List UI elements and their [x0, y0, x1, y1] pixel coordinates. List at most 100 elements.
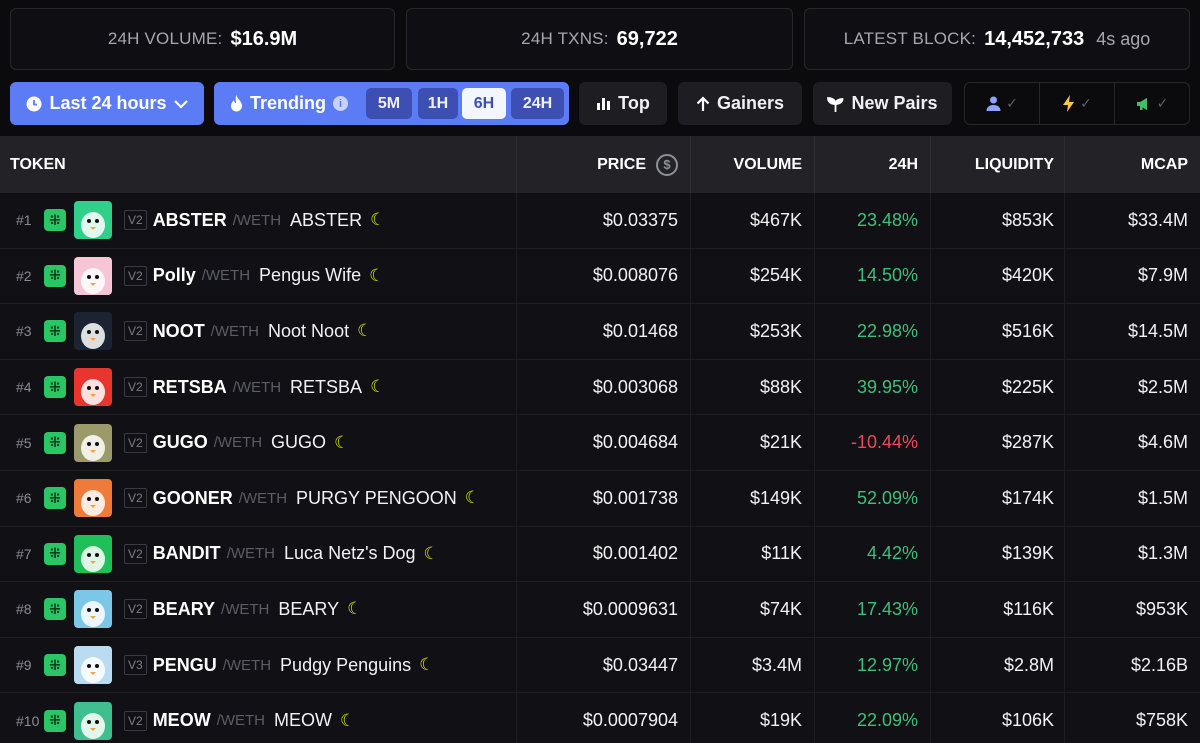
- token-cell: #6 ⁜ V2 GOONER /WETH PURGY PENGOON ☾: [0, 471, 516, 526]
- table-row[interactable]: #5 ⁜ V2 GUGO /WETH GUGO ☾ $0.004684 $21K…: [0, 415, 1200, 471]
- volume-cell: $149K: [690, 470, 814, 526]
- volume-cell: $467K: [690, 193, 814, 248]
- header-price[interactable]: PRICE $: [516, 136, 690, 193]
- stat-volume-value: $16.9M: [230, 27, 298, 50]
- liquidity-cell: $287K: [930, 415, 1064, 470]
- period-dropdown[interactable]: Last 24 hours: [10, 82, 204, 125]
- mcap-cell: $953K: [1064, 582, 1200, 637]
- new-pairs-label: New Pairs: [851, 93, 938, 113]
- chevron-down-icon: [173, 99, 188, 109]
- filter-ads[interactable]: ✓: [1115, 83, 1189, 124]
- header-volume[interactable]: VOLUME: [690, 136, 814, 193]
- change-cell: 52.09%: [814, 470, 930, 526]
- dollar-icon[interactable]: $: [656, 153, 678, 176]
- stat-24h-txns: 24H TXNS: 69,722: [406, 8, 793, 70]
- uniswap-icon: ⁜: [44, 709, 66, 732]
- dex-version-badge: V2: [124, 710, 147, 731]
- bar-chart-icon: [597, 98, 611, 110]
- token-avatar-icon: [74, 256, 112, 295]
- dex-version-badge: V2: [124, 377, 147, 398]
- header-24h[interactable]: 24H: [814, 136, 930, 193]
- quote-symbol: /WETH: [222, 656, 272, 674]
- filter-user[interactable]: ✓: [965, 83, 1040, 124]
- stats-bar: 24H VOLUME: $16.9M 24H TXNS: 69,722 LATE…: [10, 8, 1190, 70]
- quote-symbol: /WETH: [210, 322, 260, 340]
- table-row[interactable]: #3 ⁜ V2 NOOT /WETH Noot Noot ☾ $0.01468 …: [0, 304, 1200, 360]
- arrow-up-icon: [696, 95, 710, 111]
- token-avatar-icon: [74, 368, 112, 407]
- trending-button[interactable]: Trending i: [230, 93, 348, 114]
- token-name: Luca Netz's Dog: [284, 543, 416, 564]
- token-avatar-icon: [74, 201, 112, 240]
- dex-version-badge: V2: [124, 488, 147, 509]
- uniswap-icon: ⁜: [44, 376, 66, 399]
- table-row[interactable]: #9 ⁜ V3 PENGU /WETH Pudgy Penguins ☾ $0.…: [0, 637, 1200, 694]
- price-cell: $0.03375: [516, 193, 690, 248]
- price-cell: $0.004684: [516, 415, 690, 470]
- table-row[interactable]: #4 ⁜ V2 RETSBA /WETH RETSBA ☾ $0.003068 …: [0, 359, 1200, 416]
- sprout-icon: [827, 96, 844, 112]
- liquidity-cell: $139K: [930, 526, 1064, 582]
- quote-symbol: /WETH: [232, 211, 282, 229]
- volume-cell: $3.4M: [690, 637, 814, 693]
- token-symbol: GUGO: [152, 432, 208, 453]
- new-pairs-button[interactable]: New Pairs: [813, 82, 952, 125]
- uniswap-icon: ⁜: [44, 320, 66, 343]
- table-row[interactable]: #6 ⁜ V2 GOONER /WETH PURGY PENGOON ☾ $0.…: [0, 470, 1200, 527]
- table-body: #1 ⁜ V2 ABSTER /WETH ABSTER ☾ $0.03375 $…: [0, 193, 1200, 743]
- uniswap-icon: ⁜: [44, 542, 66, 565]
- token-avatar-icon: [74, 423, 112, 462]
- price-cell: $0.008076: [516, 248, 690, 304]
- quote-symbol: /WETH: [221, 600, 270, 618]
- token-cell: #7 ⁜ V2 BANDIT /WETH Luca Netz's Dog ☾: [0, 527, 516, 582]
- header-mcap[interactable]: MCAP: [1064, 136, 1200, 193]
- token-name: RETSBA: [290, 376, 363, 397]
- check-icon: ✓: [1080, 95, 1092, 111]
- moonshot-icon: ☾: [357, 321, 373, 341]
- token-cell: #1 ⁜ V2 ABSTER /WETH ABSTER ☾: [0, 193, 516, 248]
- filter-boost[interactable]: ✓: [1040, 83, 1115, 124]
- change-cell: 23.48%: [814, 193, 930, 248]
- header-liquidity[interactable]: LIQUIDITY: [930, 136, 1064, 193]
- token-avatar-icon: [74, 590, 112, 629]
- fire-icon: [231, 95, 242, 112]
- liquidity-cell: $420K: [930, 248, 1064, 304]
- token-avatar-icon: [74, 534, 112, 573]
- table-row[interactable]: #1 ⁜ V2 ABSTER /WETH ABSTER ☾ $0.03375 $…: [0, 193, 1200, 249]
- uniswap-icon: ⁜: [44, 431, 66, 454]
- table-row[interactable]: #10 ⁜ V2 MEOW /WETH MEOW ☾ $0.0007904 $1…: [0, 693, 1200, 743]
- token-cell: #9 ⁜ V3 PENGU /WETH Pudgy Penguins ☾: [0, 638, 516, 693]
- timeframe-5m[interactable]: 5M: [366, 88, 412, 119]
- timeframe-1h[interactable]: 1H: [418, 88, 458, 119]
- header-token[interactable]: TOKEN: [10, 155, 66, 173]
- change-cell: 12.97%: [814, 637, 930, 693]
- check-icon: ✓: [1006, 95, 1018, 111]
- moonshot-icon: ☾: [340, 710, 356, 730]
- gainers-button[interactable]: Gainers: [678, 82, 802, 125]
- rank: #1: [16, 212, 32, 229]
- token-symbol: NOOT: [152, 320, 205, 341]
- moonshot-icon: ☾: [464, 488, 480, 508]
- info-icon[interactable]: i: [333, 96, 348, 111]
- table-row[interactable]: #8 ⁜ V2 BEARY /WETH BEARY ☾ $0.0009631 $…: [0, 582, 1200, 638]
- stat-block-age: 4s ago: [1096, 28, 1151, 49]
- uniswap-icon: ⁜: [44, 598, 66, 621]
- stat-block-value: 14,452,733: [984, 27, 1085, 50]
- timeframe-24h[interactable]: 24H: [511, 88, 564, 119]
- table-header: TOKEN PRICE $ VOLUME 24H LIQUIDITY MCAP: [0, 136, 1200, 193]
- token-cell: #3 ⁜ V2 NOOT /WETH Noot Noot ☾: [0, 304, 516, 359]
- table-row[interactable]: #7 ⁜ V2 BANDIT /WETH Luca Netz's Dog ☾ $…: [0, 526, 1200, 583]
- timeframe-6h[interactable]: 6H: [462, 88, 506, 119]
- rank: #2: [16, 267, 32, 284]
- top-label: Top: [618, 93, 650, 113]
- top-button[interactable]: Top: [579, 82, 667, 125]
- clock-icon: [26, 96, 42, 111]
- table-row[interactable]: #2 ⁜ V2 Polly /WETH Pengus Wife ☾ $0.008…: [0, 248, 1200, 305]
- mcap-cell: $1.5M: [1064, 470, 1200, 526]
- token-symbol: MEOW: [152, 710, 211, 731]
- liquidity-cell: $106K: [930, 693, 1064, 743]
- lightning-icon: [1063, 95, 1075, 112]
- uniswap-icon: ⁜: [44, 209, 66, 232]
- moonshot-icon: ☾: [369, 265, 385, 285]
- megaphone-icon: [1136, 97, 1147, 110]
